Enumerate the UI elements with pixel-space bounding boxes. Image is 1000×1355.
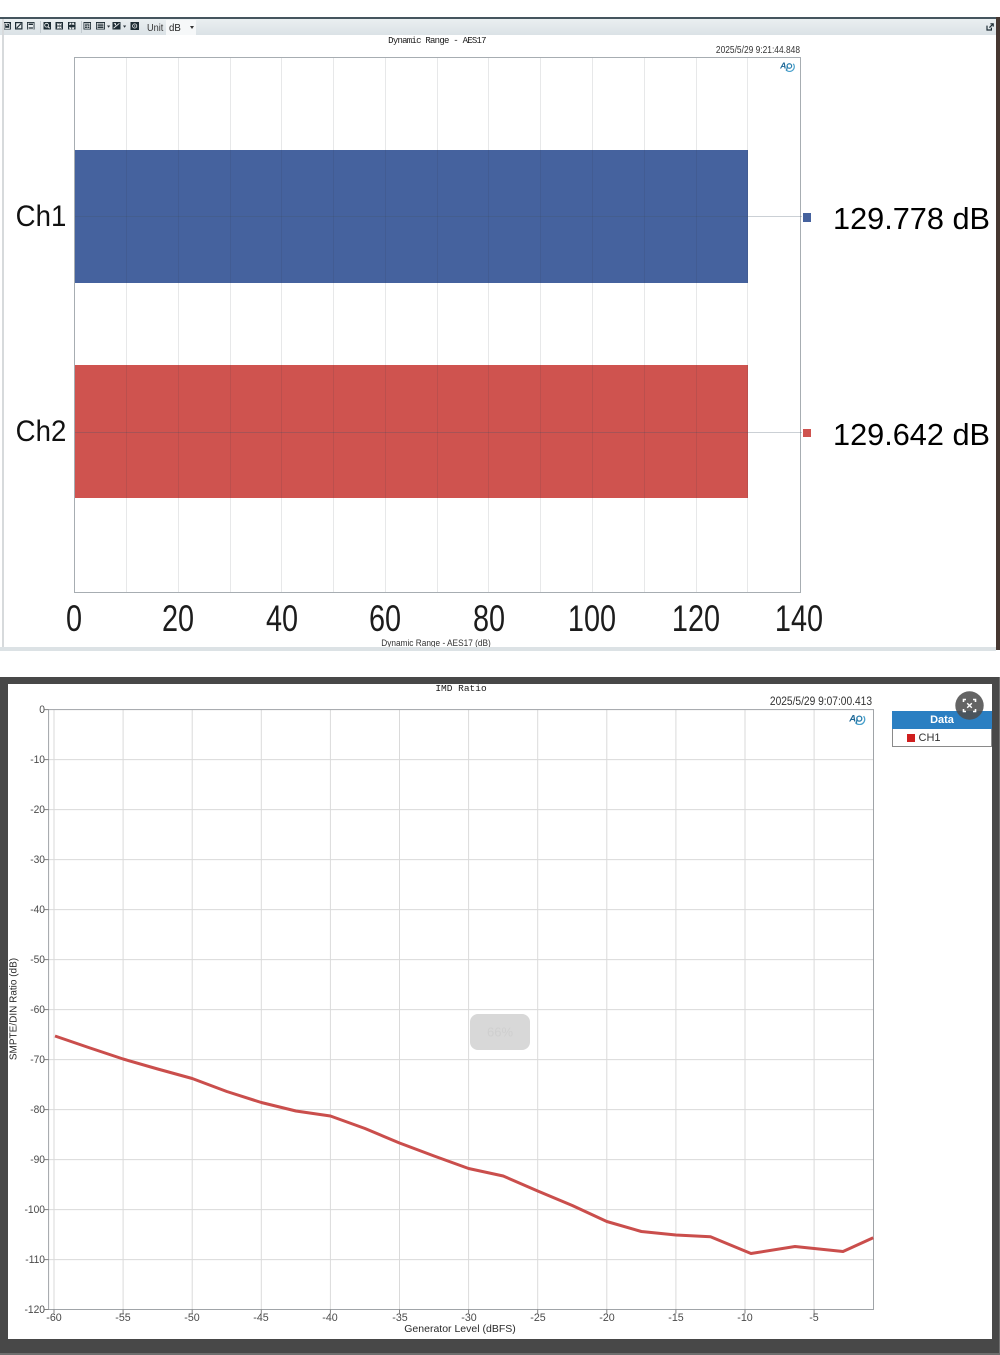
svg-text:A: A [780, 61, 786, 71]
svg-text:A: A [849, 713, 856, 724]
